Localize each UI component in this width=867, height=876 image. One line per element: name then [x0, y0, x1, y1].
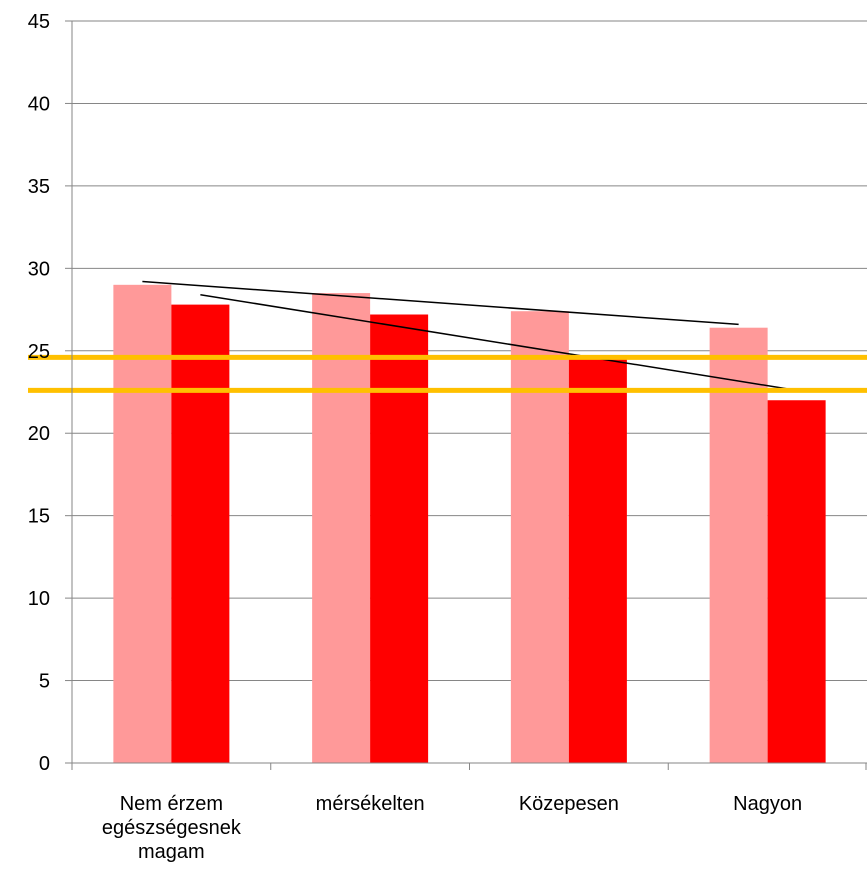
y-tick-label: 25: [28, 341, 50, 363]
y-tick-label: 10: [28, 588, 50, 610]
y-tick-label: 0: [39, 753, 50, 775]
x-category-label-line: egészségesnek: [102, 817, 242, 839]
x-category-label-line: Közepesen: [519, 793, 619, 815]
x-category-label-line: magam: [138, 841, 205, 863]
bar-series-1-2: [312, 293, 371, 763]
bar-series-1-4: [709, 327, 768, 763]
bar-series-1-1: [113, 284, 172, 763]
reference-lines: [28, 354, 867, 393]
bar-series-2-1: [171, 304, 230, 763]
bar-series-2-3: [568, 359, 627, 763]
y-tick-label: 15: [28, 506, 50, 528]
x-category-label-line: mérsékelten: [316, 793, 425, 815]
bar-series-2-4: [767, 400, 826, 763]
trendlines: [142, 280, 797, 392]
y-tick-label: 30: [28, 258, 50, 280]
y-tick-label: 45: [28, 11, 50, 33]
axes: [71, 21, 867, 770]
y-tick-labels: 0 5 10 15 20 25 30 35 40 45: [28, 11, 50, 775]
trendline-2: [200, 293, 797, 392]
x-category-label: mérsékelten: [316, 793, 425, 815]
x-category-label: Nem érzem egészségesnek magam: [102, 793, 242, 863]
x-category-labels: Nem érzem egészségesnek magam mérsékelten Kö…: [102, 793, 802, 863]
x-category-label: Közepesen: [519, 793, 619, 815]
y-tick-label: 40: [28, 93, 50, 115]
y-tick-label: 5: [39, 671, 50, 693]
y-tick-label: 35: [28, 176, 50, 198]
x-category-label-line: Nagyon: [733, 793, 802, 815]
bar-series-2-2: [370, 314, 429, 763]
bars: [113, 284, 826, 763]
y-tick-label: 20: [28, 423, 50, 445]
x-category-label: Nagyon: [733, 793, 802, 815]
bar-series-1-3: [510, 311, 569, 763]
trendline-1: [142, 280, 739, 326]
x-category-label-line: Nem érzem: [120, 793, 223, 815]
